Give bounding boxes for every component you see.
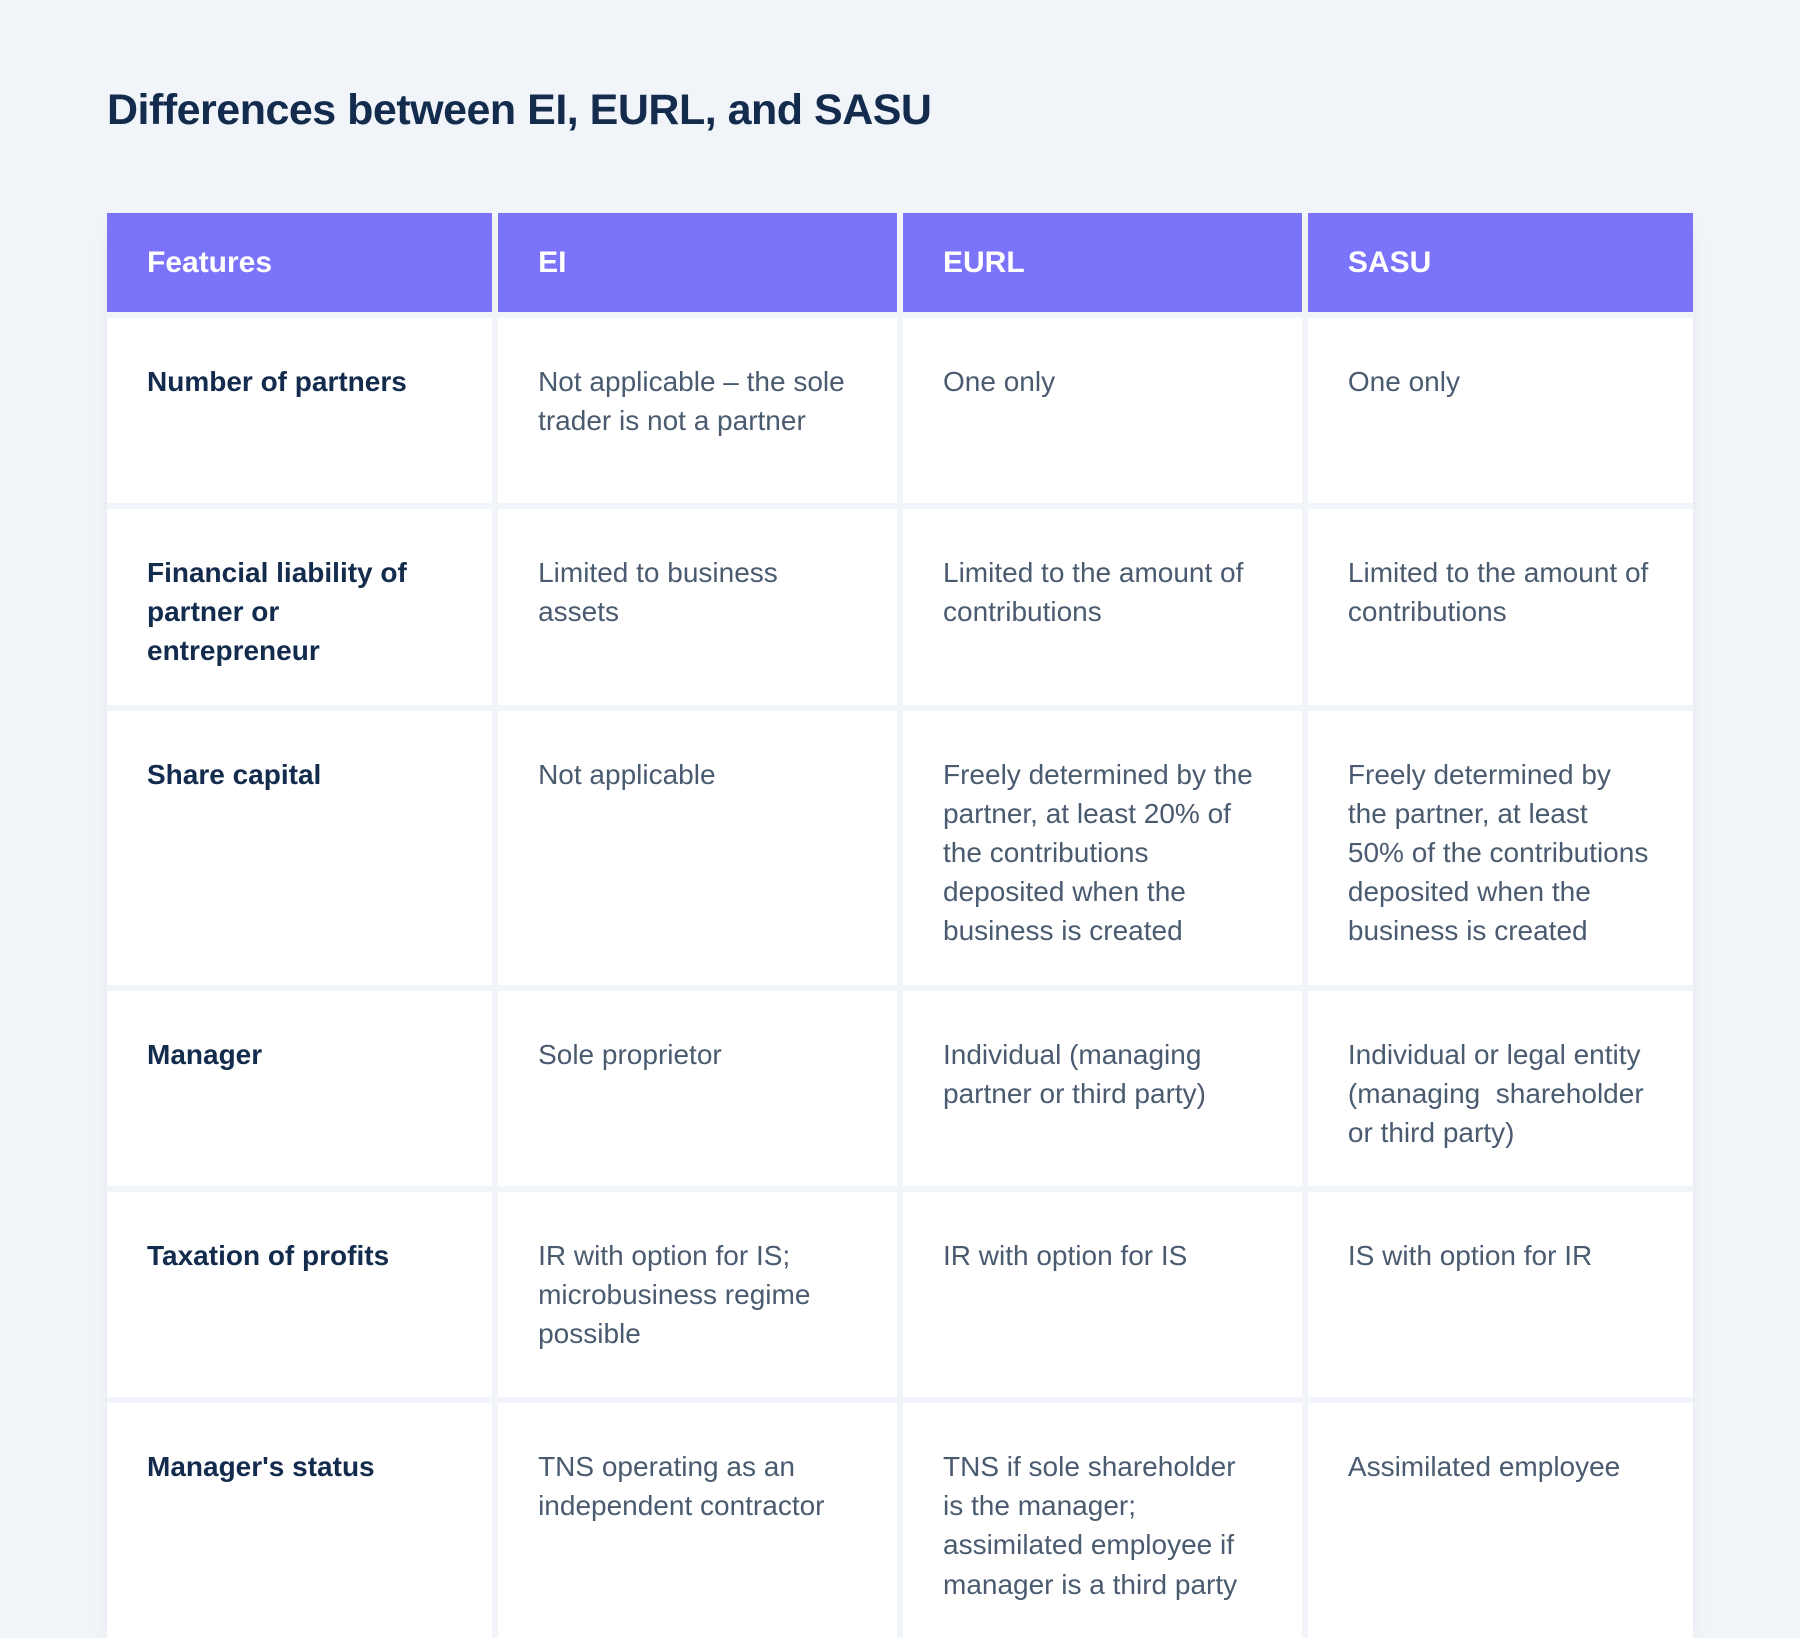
sasu-cell: One only [1307,318,1693,503]
ei-cell: Limited to business assets [498,509,897,705]
table-row: Manager's status TNS operating as an ind… [107,1403,1693,1638]
ei-cell: Not applicable – the sole trader is not … [498,318,897,503]
eurl-cell: IR with option for IS [903,1192,1302,1398]
page-title: Differences between EI, EURL, and SASU [107,86,932,134]
table-row: Number of partners Not applicable – the … [107,318,1693,503]
ei-cell: Not applicable [498,710,897,985]
ei-cell: Sole proprietor [498,990,897,1187]
table-row: Financial liability of partner or entrep… [107,509,1693,705]
table-row: Taxation of profits IR with option for I… [107,1192,1693,1398]
header-cell-eurl: EURL [903,213,1302,312]
table-body: Number of partners Not applicable – the … [107,318,1693,1638]
sasu-cell: Assimilated employee [1307,1403,1693,1638]
ei-cell: IR with option for IS; microbusiness reg… [498,1192,897,1398]
feature-cell: Manager's status [107,1403,493,1638]
eurl-cell: Individual (managing partner or third pa… [903,990,1302,1187]
header-cell-features: Features [107,213,493,312]
eurl-cell: One only [903,318,1302,503]
table-row: Manager Sole proprietor Individual (mana… [107,990,1693,1187]
sasu-cell: Limited to the amount of contributions [1307,509,1693,705]
feature-cell: Share capital [107,710,493,985]
comparison-table: Features EI EURL SASU Number of partners… [107,213,1693,1638]
feature-cell: Taxation of profits [107,1192,493,1398]
feature-cell: Number of partners [107,318,493,503]
table-header-row: Features EI EURL SASU [107,213,1693,312]
header-cell-sasu: SASU [1307,213,1693,312]
table-row: Share capital Not applicable Freely dete… [107,710,1693,985]
feature-cell: Financial liability of partner or entrep… [107,509,493,705]
sasu-cell: Individual or legal entity (managing sha… [1307,990,1693,1187]
eurl-cell: TNS if sole shareholder is the manager; … [903,1403,1302,1638]
sasu-cell: Freely determined by the partner, at lea… [1307,710,1693,985]
eurl-cell: Freely determined by the partner, at lea… [903,710,1302,985]
sasu-cell: IS with option for IR [1307,1192,1693,1398]
header-cell-ei: EI [498,213,897,312]
ei-cell: TNS operating as an independent contract… [498,1403,897,1638]
eurl-cell: Limited to the amount of contributions [903,509,1302,705]
feature-cell: Manager [107,990,493,1187]
